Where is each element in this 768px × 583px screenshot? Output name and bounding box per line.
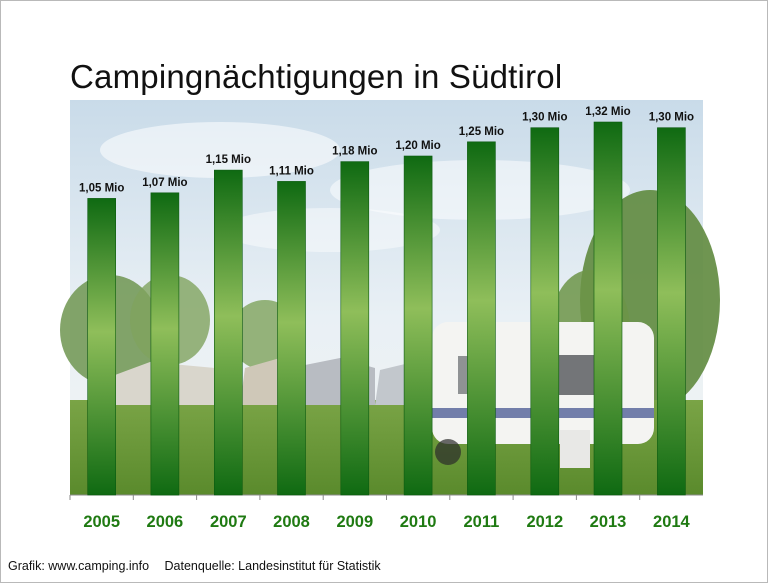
bar-2007 <box>214 169 243 496</box>
x-tick-label-2009: 2009 <box>336 513 373 531</box>
footer-source: Datenquelle: Landesinstitut für Statisti… <box>164 559 381 573</box>
data-label-2011: 1,25 Mio <box>459 126 504 138</box>
footer-credit: Grafik: www.camping.info <box>8 559 150 573</box>
data-label-2012: 1,30 Mio <box>522 112 567 124</box>
data-label-2008: 1,11 Mio <box>269 165 314 177</box>
data-label-2005: 1,05 Mio <box>79 182 124 194</box>
x-tick-label-2012: 2012 <box>526 513 563 531</box>
data-label-2009: 1,18 Mio <box>332 146 377 158</box>
x-tick-label-2011: 2011 <box>464 513 500 531</box>
data-label-2006: 1,07 Mio <box>142 177 187 189</box>
bar-2006 <box>150 192 180 496</box>
bar-2012 <box>530 127 560 496</box>
chart-title: Campingnächtigungen in Südtirol <box>70 58 563 95</box>
bar-2010 <box>403 155 433 496</box>
x-tick-label-2014: 2014 <box>653 513 691 531</box>
footer: Grafik: www.camping.info Datenquelle: La… <box>8 559 381 573</box>
data-label-2010: 1,20 Mio <box>395 140 440 152</box>
bar-2008 <box>277 181 306 496</box>
data-label-2007: 1,15 Mio <box>206 154 251 166</box>
data-label-2014: 1,30 Mio <box>649 112 694 124</box>
x-tick-label-2013: 2013 <box>590 513 627 531</box>
bar-2014 <box>657 127 686 496</box>
bar-2011 <box>467 141 496 496</box>
x-tick-label-2005: 2005 <box>83 513 120 531</box>
bar-2013 <box>593 121 623 496</box>
data-label-2013: 1,32 Mio <box>585 106 630 118</box>
x-tick-label-2007: 2007 <box>210 513 247 531</box>
x-tick-label-2008: 2008 <box>273 513 310 531</box>
bar-2009 <box>340 161 370 496</box>
x-tick-label-2006: 2006 <box>147 513 184 531</box>
bar-2005 <box>87 198 116 496</box>
x-tick-label-2010: 2010 <box>400 513 437 531</box>
